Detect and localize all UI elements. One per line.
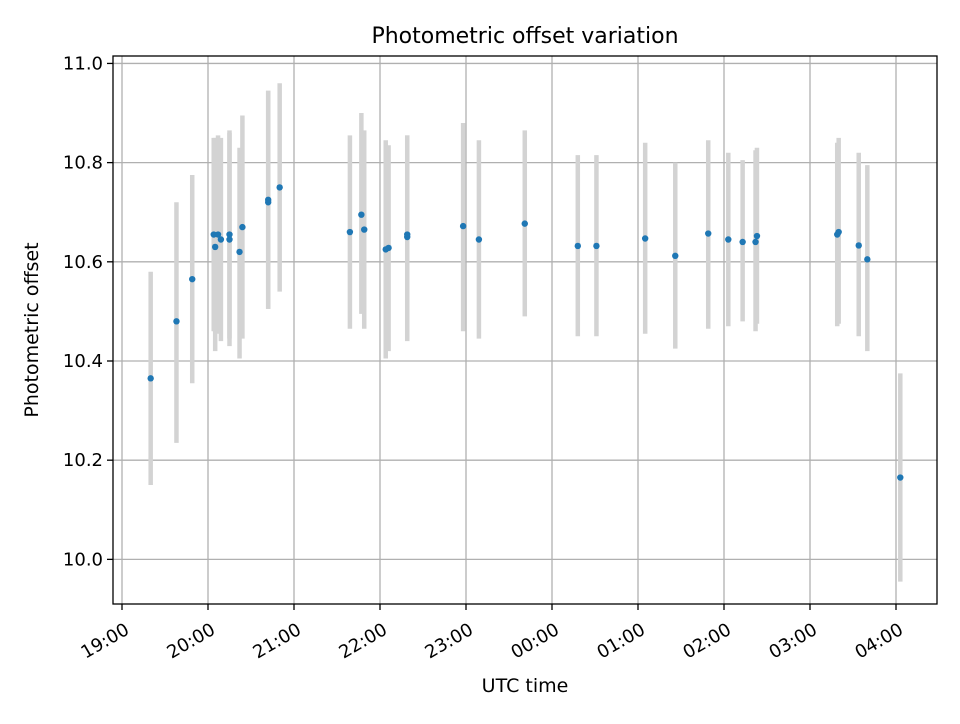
data-point xyxy=(358,211,365,218)
data-points xyxy=(147,184,904,481)
data-point xyxy=(739,238,746,246)
data-point xyxy=(276,184,283,191)
data-point xyxy=(705,230,712,237)
x-axis-label: UTC time xyxy=(482,675,569,697)
y-axis-label: Photometric offset xyxy=(21,242,43,417)
data-point xyxy=(189,275,196,283)
data-point xyxy=(217,236,225,243)
data-point xyxy=(385,244,392,252)
data-point xyxy=(265,196,272,204)
data-point xyxy=(835,228,842,236)
data-point xyxy=(753,232,761,240)
data-point xyxy=(864,256,871,263)
y-tick-label: 11.0 xyxy=(63,53,103,74)
data-point xyxy=(346,228,354,236)
data-point xyxy=(521,220,528,227)
y-tick-label: 10.0 xyxy=(63,549,103,570)
data-point xyxy=(574,242,581,250)
data-point xyxy=(641,235,649,242)
data-point xyxy=(404,231,411,238)
data-point xyxy=(897,474,904,481)
data-point xyxy=(593,242,600,250)
data-point xyxy=(475,236,483,243)
data-point xyxy=(672,252,679,260)
data-point xyxy=(226,231,233,238)
y-tick-label: 10.4 xyxy=(63,351,103,372)
y-tick-label: 10.8 xyxy=(63,153,103,174)
data-point xyxy=(725,236,732,243)
data-point xyxy=(361,226,368,233)
data-point xyxy=(211,243,219,251)
y-tick-label: 10.2 xyxy=(63,450,103,471)
data-point xyxy=(459,222,467,230)
data-point xyxy=(214,231,222,238)
data-point xyxy=(752,238,759,246)
data-point xyxy=(226,236,233,243)
data-point xyxy=(855,242,862,249)
plot-frame xyxy=(112,55,938,605)
data-point xyxy=(236,248,243,256)
data-point xyxy=(147,375,154,382)
chart-title: Photometric offset variation xyxy=(371,24,678,49)
data-point xyxy=(173,318,180,325)
data-point xyxy=(239,223,246,231)
y-tick-label: 10.6 xyxy=(63,252,103,273)
